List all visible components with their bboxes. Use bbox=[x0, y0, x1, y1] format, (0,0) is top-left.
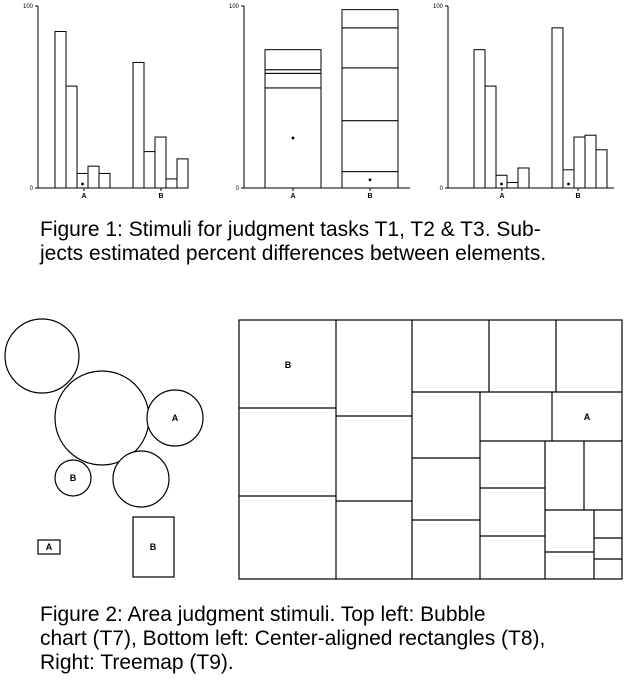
marker-dot bbox=[500, 182, 503, 186]
bar-a-5 bbox=[517, 167, 530, 189]
y-tick-label-top: 100 bbox=[23, 4, 34, 10]
bar-a-5 bbox=[98, 172, 111, 189]
bar-b-5 bbox=[595, 149, 608, 189]
bubble-label-b: B bbox=[70, 473, 77, 483]
y-tick-label-bottom: 0 bbox=[236, 186, 240, 192]
y-tick-label-bottom: 0 bbox=[30, 186, 34, 192]
marker-dot bbox=[81, 182, 84, 186]
bar-b-1 bbox=[132, 61, 145, 189]
marker-dot bbox=[291, 136, 295, 140]
category-label-a: A bbox=[81, 193, 86, 200]
y-tick-label-top: 100 bbox=[433, 4, 444, 10]
segment-b-2 bbox=[341, 120, 399, 173]
bar-b-4 bbox=[165, 178, 178, 189]
bubble-b bbox=[54, 459, 92, 497]
chart-t3-grouped-bars: 100 0 A B bbox=[433, 4, 614, 200]
category-label-a: A bbox=[499, 193, 504, 200]
treemap bbox=[238, 319, 623, 580]
bar-a-3 bbox=[495, 174, 508, 189]
bar-b-3 bbox=[573, 136, 586, 189]
bar-a-1 bbox=[473, 49, 486, 189]
bar-b-1 bbox=[551, 27, 564, 189]
segment-a-4 bbox=[264, 49, 322, 71]
bar-b-5 bbox=[176, 158, 189, 189]
treemap-frame bbox=[238, 319, 623, 580]
center-rect-b bbox=[132, 516, 175, 578]
center-rect-label-b: B bbox=[150, 542, 157, 552]
bar-a-2 bbox=[484, 85, 497, 189]
treemap-label-a: A bbox=[584, 412, 591, 422]
segment-b-3 bbox=[341, 67, 399, 122]
figure-2-caption: Figure 2: Area judgment stimuli. Top lef… bbox=[40, 603, 545, 675]
segment-b-5 bbox=[341, 9, 399, 29]
treemap-label-b: B bbox=[285, 360, 292, 370]
marker-dot bbox=[368, 178, 372, 182]
bubble bbox=[4, 318, 80, 394]
caption-line: Figure 1: Stimuli for judgment tasks T1,… bbox=[40, 218, 541, 241]
category-label-b: B bbox=[575, 193, 580, 200]
caption-line: Figure 2: Area judgment stimuli. Top lef… bbox=[40, 603, 486, 626]
bar-b-3 bbox=[154, 136, 167, 189]
bar-b-4 bbox=[584, 134, 597, 189]
chart-t2-stacked-bars: 100 0 A B bbox=[229, 4, 410, 200]
marker-dot bbox=[567, 182, 570, 186]
center-rect-label-a: A bbox=[46, 542, 53, 552]
bubble-label-a: A bbox=[172, 413, 179, 423]
bar-a-1 bbox=[54, 30, 67, 189]
y-tick-label-bottom: 0 bbox=[440, 186, 444, 192]
bubble bbox=[112, 450, 170, 508]
y-tick-label-top: 100 bbox=[229, 4, 240, 10]
center-rect-a bbox=[37, 539, 61, 555]
bar-b-2 bbox=[143, 151, 156, 189]
segment-b-4 bbox=[341, 27, 399, 69]
segment-a-2 bbox=[264, 72, 322, 89]
caption-line: chart (T7), Bottom left: Center-aligned … bbox=[40, 627, 546, 650]
bubble bbox=[54, 370, 150, 466]
bar-a-4 bbox=[506, 182, 519, 189]
chart-t1-grouped-bars: 100 0 A B bbox=[23, 4, 189, 200]
category-label-a: A bbox=[290, 193, 295, 200]
segment-a-3 bbox=[264, 69, 322, 74]
bubble-a bbox=[146, 389, 204, 447]
bar-a-2 bbox=[65, 85, 78, 189]
category-label-b: B bbox=[158, 193, 163, 200]
figure-1-caption: Figure 1: Stimuli for judgment tasks T1,… bbox=[40, 218, 546, 266]
bar-a-4 bbox=[87, 165, 100, 189]
category-label-b: B bbox=[367, 193, 372, 200]
caption-line: Right: Treemap (T9). bbox=[40, 651, 234, 674]
bubble-chart bbox=[4, 318, 204, 508]
bar-a-3 bbox=[76, 172, 89, 189]
caption-line: jects estimated percent differences betw… bbox=[40, 242, 547, 265]
